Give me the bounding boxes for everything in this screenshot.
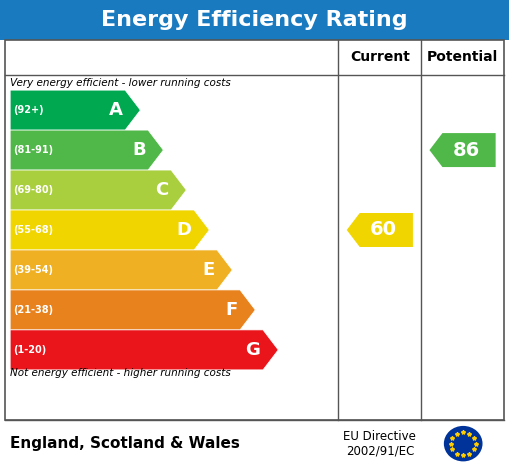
Polygon shape bbox=[430, 133, 496, 167]
Polygon shape bbox=[10, 290, 255, 330]
Polygon shape bbox=[10, 90, 140, 130]
Text: D: D bbox=[177, 221, 191, 239]
Text: (39-54): (39-54) bbox=[13, 265, 53, 275]
Polygon shape bbox=[10, 250, 232, 290]
Text: Current: Current bbox=[350, 50, 410, 64]
Text: (81-91): (81-91) bbox=[13, 145, 53, 155]
Polygon shape bbox=[10, 130, 163, 170]
Text: Potential: Potential bbox=[427, 50, 498, 64]
Text: G: G bbox=[245, 341, 261, 359]
Text: Not energy efficient - higher running costs: Not energy efficient - higher running co… bbox=[10, 368, 231, 378]
Bar bbox=[0, 0, 509, 40]
Polygon shape bbox=[10, 330, 278, 370]
Bar bbox=[5, 40, 504, 420]
Polygon shape bbox=[10, 170, 186, 210]
Polygon shape bbox=[10, 210, 209, 250]
Text: (55-68): (55-68) bbox=[13, 225, 53, 235]
Text: (92+): (92+) bbox=[13, 105, 43, 115]
Text: 60: 60 bbox=[370, 220, 397, 240]
Text: EU Directive
2002/91/EC: EU Directive 2002/91/EC bbox=[344, 430, 416, 458]
Text: England, Scotland & Wales: England, Scotland & Wales bbox=[10, 436, 240, 451]
Polygon shape bbox=[347, 213, 413, 247]
Text: (1-20): (1-20) bbox=[13, 345, 46, 355]
Text: F: F bbox=[225, 301, 237, 319]
Text: (69-80): (69-80) bbox=[13, 185, 53, 195]
Text: A: A bbox=[108, 101, 123, 119]
Text: 86: 86 bbox=[453, 141, 480, 160]
Circle shape bbox=[444, 426, 483, 461]
Text: E: E bbox=[202, 261, 214, 279]
Text: Energy Efficiency Rating: Energy Efficiency Rating bbox=[101, 10, 408, 30]
Text: Very energy efficient - lower running costs: Very energy efficient - lower running co… bbox=[10, 78, 231, 88]
Text: B: B bbox=[132, 141, 146, 159]
Text: (21-38): (21-38) bbox=[13, 305, 53, 315]
Text: C: C bbox=[155, 181, 168, 199]
